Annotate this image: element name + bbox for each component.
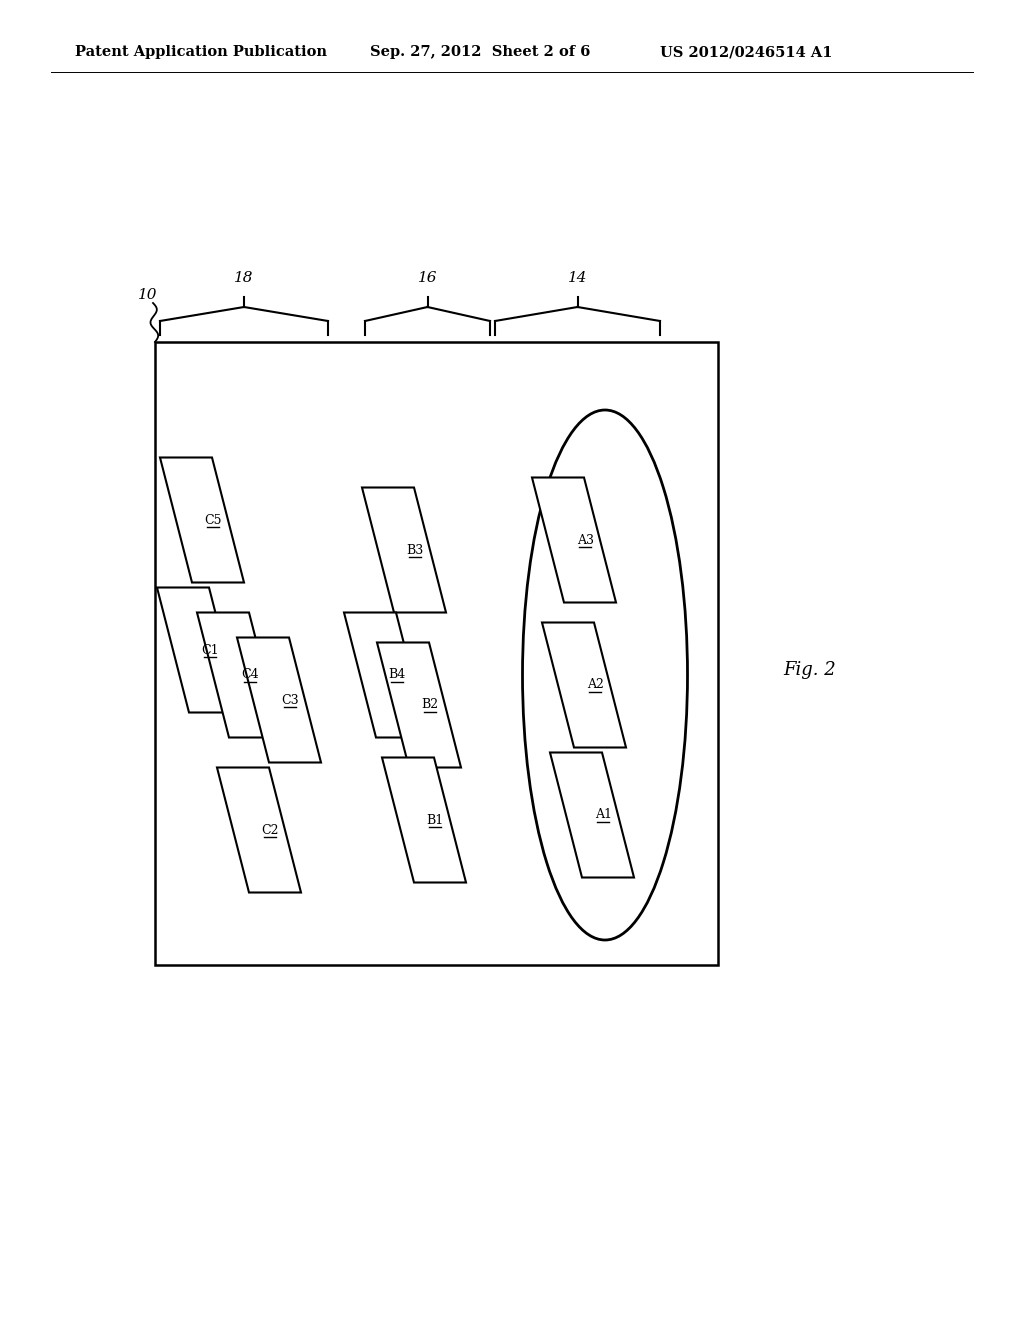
Text: A2: A2	[587, 678, 603, 692]
Text: Patent Application Publication: Patent Application Publication	[75, 45, 327, 59]
Polygon shape	[157, 587, 241, 713]
Text: C4: C4	[242, 668, 259, 681]
Text: Sep. 27, 2012  Sheet 2 of 6: Sep. 27, 2012 Sheet 2 of 6	[370, 45, 591, 59]
Text: 10: 10	[138, 288, 158, 302]
Polygon shape	[217, 767, 301, 892]
Polygon shape	[382, 758, 466, 883]
Polygon shape	[160, 458, 244, 582]
Polygon shape	[542, 623, 626, 747]
Polygon shape	[550, 752, 634, 878]
Text: US 2012/0246514 A1: US 2012/0246514 A1	[660, 45, 833, 59]
Text: A1: A1	[595, 808, 611, 821]
Text: C2: C2	[261, 824, 279, 837]
Polygon shape	[377, 643, 461, 767]
Text: C1: C1	[202, 644, 219, 656]
Text: Fig. 2: Fig. 2	[783, 661, 837, 678]
Text: B1: B1	[427, 813, 443, 826]
Polygon shape	[344, 612, 428, 738]
Text: C5: C5	[205, 513, 222, 527]
Text: B2: B2	[422, 698, 438, 711]
Polygon shape	[532, 478, 616, 602]
Text: A3: A3	[577, 533, 594, 546]
Polygon shape	[237, 638, 321, 763]
Text: B3: B3	[407, 544, 424, 557]
Text: 16: 16	[418, 271, 437, 285]
Text: C3: C3	[282, 693, 299, 706]
Polygon shape	[362, 487, 446, 612]
Text: B4: B4	[388, 668, 406, 681]
Text: 14: 14	[567, 271, 587, 285]
Text: 18: 18	[234, 271, 254, 285]
Bar	[155, 342, 718, 965]
Polygon shape	[197, 612, 281, 738]
